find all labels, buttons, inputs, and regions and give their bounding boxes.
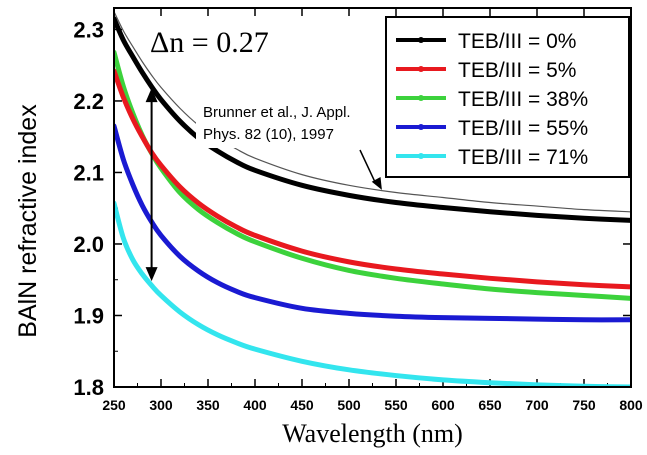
legend-label-1: TEB/III = 5% [458,59,576,82]
legend-label-4: TEB/III = 71% [458,146,588,169]
legend-label-2: TEB/III = 38% [458,88,588,111]
x-tick-label: 550 [384,397,408,413]
x-tick-label: 300 [149,397,173,413]
y-tick-label: 2.0 [73,232,104,257]
x-tick-label: 700 [525,397,549,413]
legend-marker-1 [418,66,424,72]
x-tick-label: 400 [243,397,267,413]
delta-n-arrow [145,88,158,282]
x-tick-label: 600 [431,397,455,413]
y-tick-label: 2.1 [73,160,104,185]
y-tick-label: 2.2 [73,89,104,114]
series-line-3 [114,123,631,323]
reference-pointer-arrow [359,149,382,190]
y-tick-label: 1.8 [73,375,104,400]
reference-label-line1: Brunner et al., J. Appl. [203,104,351,121]
legend-label-0: TEB/III = 0% [458,30,576,53]
x-tick-label: 500 [337,397,361,413]
x-tick-label: 750 [572,397,596,413]
series-line-4 [114,200,631,387]
reference-label-line2: Phys. 82 (10), 1997 [203,126,334,143]
x-tick-label: 800 [619,397,643,413]
pointer-head [371,176,382,190]
series-line-1 [114,68,631,290]
legend-label-3: TEB/III = 55% [458,117,588,140]
series-curves [114,11,631,387]
y-axis-title: BAlN refractive index [14,104,42,338]
delta-n-arrow-head-bottom [145,267,158,282]
legend-marker-0 [418,37,424,43]
delta-n-annotation: Δn = 0.27 [150,26,269,59]
x-tick-label: 450 [290,397,314,413]
tick-labels: 250 300 350 400 450 500 550 600 650 700 750 800 1.8 1… [73,17,642,413]
plot-frame [113,7,632,388]
y-tick-label: 2.3 [73,17,104,42]
reference-label-box [196,98,374,148]
pointer-shaft [359,149,377,185]
legend-marker-2 [418,95,424,101]
y-tick-label: 1.9 [73,303,104,328]
x-tick-label: 350 [196,397,220,413]
series-line-0 [114,16,631,223]
x-tick-label: 250 [102,397,126,413]
legend-marker-3 [418,124,424,130]
reference-curve-brunner [114,11,631,213]
delta-n-arrow-head-top [145,88,158,103]
x-axis-title: Wavelength (nm) [282,419,463,448]
legend-marker-4 [418,153,424,159]
legend: TEB/III = 0% TEB/III = 5% TEB/III = 38% TEB… [385,16,630,178]
x-tick-label: 650 [478,397,502,413]
